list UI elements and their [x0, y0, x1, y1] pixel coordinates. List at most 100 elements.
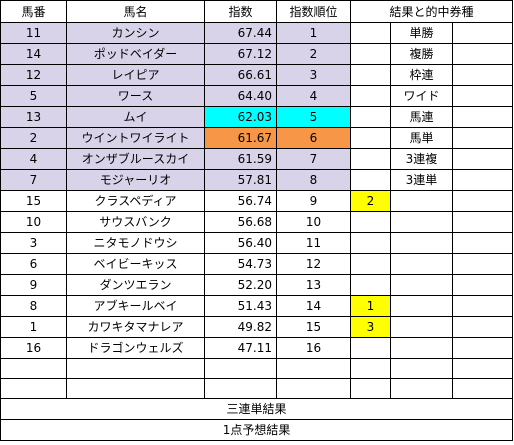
bet-type-cell	[390, 337, 453, 359]
horse-number-cell: 14	[0, 43, 67, 65]
finish-mark-cell	[350, 43, 391, 65]
finish-mark-cell	[350, 22, 391, 44]
horse-name-cell: ムイ	[66, 106, 205, 128]
index-cell: 52.20	[204, 274, 277, 296]
table-row	[0, 358, 514, 379]
empty-cell	[451, 316, 514, 338]
empty-cell	[451, 378, 514, 399]
finish-mark-cell: 3	[350, 316, 391, 338]
bet-type-cell	[390, 211, 453, 233]
finish-mark-cell	[350, 211, 391, 233]
index-rank-cell: 2	[276, 43, 351, 65]
index-cell: 56.74	[204, 190, 277, 212]
index-cell: 49.82	[204, 316, 277, 338]
finish-mark-cell	[350, 85, 391, 107]
table-row: 3 ニタモノドウシ 56.40 11	[0, 232, 514, 254]
header-row: 馬番 馬名 指数 指数順位 結果と的中券種	[0, 0, 514, 23]
table-row: 9 ダンツエラン 52.20 13	[0, 274, 514, 296]
index-cell: 61.67	[204, 127, 277, 149]
table-row: 15 クラスペディア 56.74 9 2	[0, 190, 514, 212]
trifecta-result-label: 三連単結果	[0, 398, 514, 420]
finish-mark-cell	[350, 274, 391, 296]
horse-name-cell: カンシン	[66, 22, 205, 44]
horse-number-cell: 6	[0, 253, 67, 275]
index-cell: 54.73	[204, 253, 277, 275]
horse-number-cell: 16	[0, 337, 67, 359]
index-cell	[204, 358, 277, 379]
table-row: 16 ドラゴンウェルズ 47.11 16	[0, 337, 514, 359]
horse-number-cell: 5	[0, 85, 67, 107]
bet-type-cell	[390, 358, 453, 379]
finish-mark-cell	[350, 106, 391, 128]
table-row: 4 オンザブルースカイ 61.59 7 3連複	[0, 148, 514, 170]
empty-cell	[451, 358, 514, 379]
finish-mark-cell	[350, 232, 391, 254]
finish-mark-cell	[350, 169, 391, 191]
empty-cell	[451, 337, 514, 359]
finish-mark-cell	[350, 378, 391, 399]
finish-mark-cell	[350, 127, 391, 149]
horse-name-cell: レイピア	[66, 64, 205, 86]
empty-cell	[451, 85, 514, 107]
index-rank-cell: 5	[276, 106, 351, 128]
horse-name-cell: オンザブルースカイ	[66, 148, 205, 170]
table-row: 10 サウスバンク 56.68 10	[0, 211, 514, 233]
footer-row: 1点予想結果	[0, 419, 514, 441]
bet-type-cell	[390, 274, 453, 296]
horse-name-cell: モジャーリオ	[66, 169, 205, 191]
index-rank-cell: 8	[276, 169, 351, 191]
finish-mark-cell	[350, 253, 391, 275]
header-horse-number: 馬番	[0, 0, 67, 23]
horse-number-cell: 13	[0, 106, 67, 128]
horse-number-cell: 4	[0, 148, 67, 170]
horse-number-cell: 8	[0, 295, 67, 317]
horse-name-cell: ポッドベイダー	[66, 43, 205, 65]
horse-number-cell	[0, 358, 67, 379]
table-row: 12 レイピア 66.61 3 枠連	[0, 64, 514, 86]
empty-cell	[451, 106, 514, 128]
header-horse-name: 馬名	[66, 0, 205, 23]
empty-cell	[451, 22, 514, 44]
index-cell: 64.40	[204, 85, 277, 107]
bet-type-cell: 3連単	[390, 169, 453, 191]
empty-cell	[451, 295, 514, 317]
horse-name-cell: ダンツエラン	[66, 274, 205, 296]
index-rank-cell: 1	[276, 22, 351, 44]
bet-type-cell	[390, 232, 453, 254]
horse-name-cell: アブキールベイ	[66, 295, 205, 317]
table-row: 1 カワキタマナレア 49.82 15 3	[0, 316, 514, 338]
index-rank-cell: 10	[276, 211, 351, 233]
index-rank-cell: 15	[276, 316, 351, 338]
finish-mark-cell: 2	[350, 190, 391, 212]
horse-number-cell: 11	[0, 22, 67, 44]
index-cell: 56.68	[204, 211, 277, 233]
index-rank-cell: 14	[276, 295, 351, 317]
horse-name-cell: ベイビーキッス	[66, 253, 205, 275]
horse-number-cell: 12	[0, 64, 67, 86]
empty-cell	[451, 190, 514, 212]
bet-type-cell: ワイド	[390, 85, 453, 107]
index-cell: 51.43	[204, 295, 277, 317]
table-row: 2 ウイントワイライト 61.67 6 馬単	[0, 127, 514, 149]
finish-mark-cell	[350, 358, 391, 379]
index-rank-cell: 11	[276, 232, 351, 254]
horse-name-cell	[66, 358, 205, 379]
index-cell: 56.40	[204, 232, 277, 254]
horse-name-cell	[66, 378, 205, 399]
single-prediction-result-label: 1点予想結果	[0, 419, 514, 441]
horse-number-cell: 9	[0, 274, 67, 296]
empty-cell	[451, 64, 514, 86]
empty-cell	[451, 211, 514, 233]
table-row: 7 モジャーリオ 57.81 8 3連単	[0, 169, 514, 191]
finish-mark-cell: 1	[350, 295, 391, 317]
bet-type-cell: 馬連	[390, 106, 453, 128]
index-rank-cell: 4	[276, 85, 351, 107]
table-row: 5 ワース 64.40 4 ワイド	[0, 85, 514, 107]
empty-cell	[451, 43, 514, 65]
bet-type-cell	[390, 190, 453, 212]
bet-type-cell: 馬単	[390, 127, 453, 149]
horse-number-cell	[0, 378, 67, 399]
index-cell	[204, 378, 277, 399]
index-cell: 47.11	[204, 337, 277, 359]
table-row: 6 ベイビーキッス 54.73 12	[0, 253, 514, 275]
